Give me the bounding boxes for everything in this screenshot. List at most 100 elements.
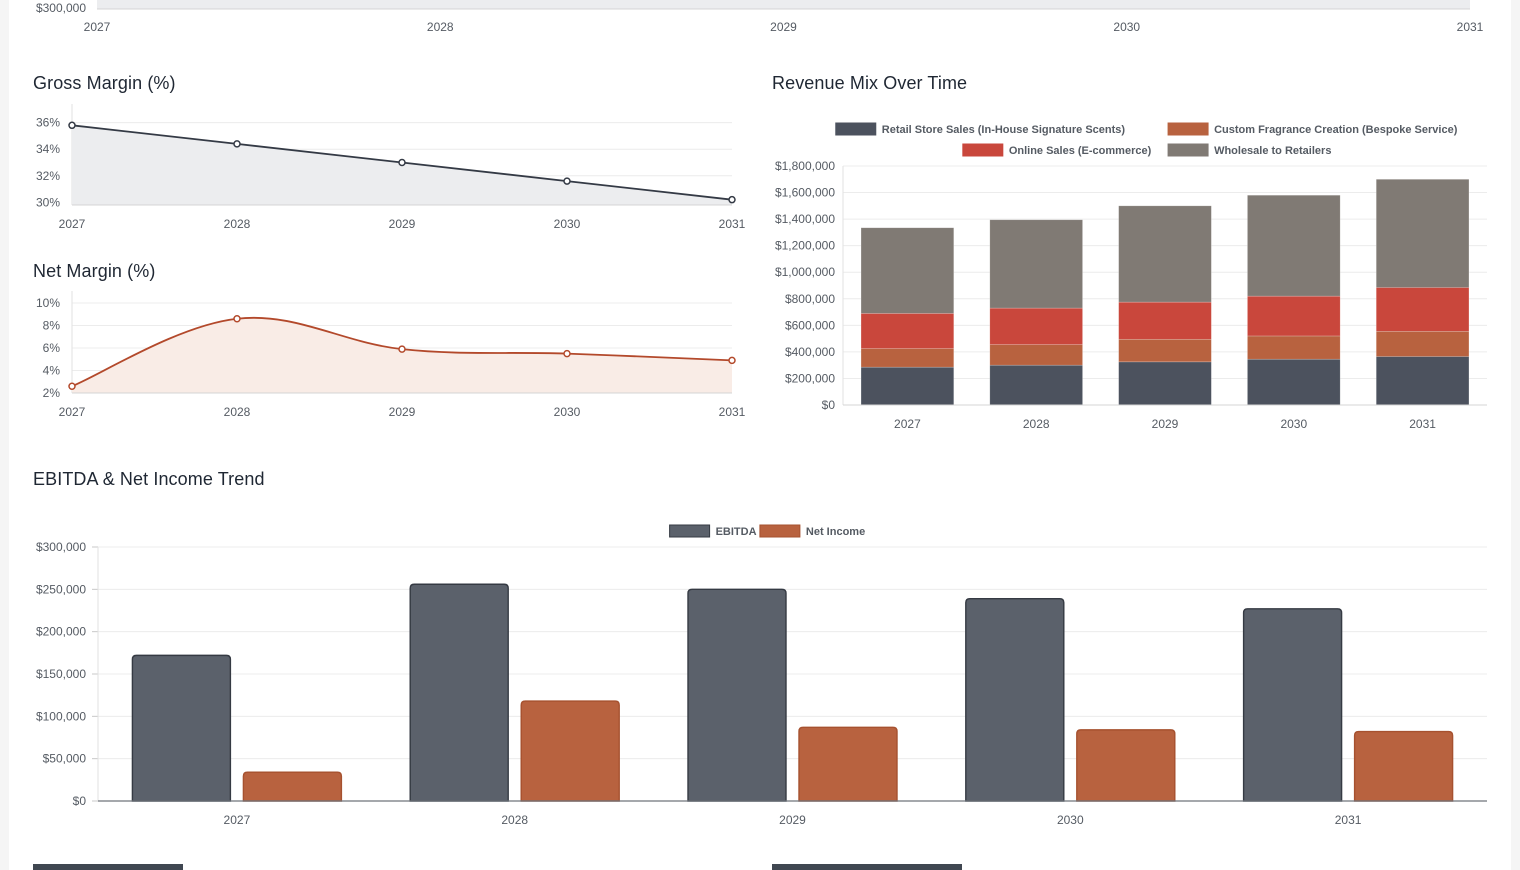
- revenue-mix-y-tick: $800,000: [785, 292, 835, 306]
- revenue-mix-legend-swatch: [1167, 122, 1209, 136]
- ebitda-legend-label: EBITDA: [716, 526, 757, 538]
- revenue-mix-bar-segment: [860, 366, 955, 406]
- revenue-mix-bar-segment: [989, 219, 1083, 309]
- revenue-mix-bar-segment: [1118, 205, 1212, 303]
- net-margin-area: [72, 317, 732, 393]
- net-income-bar: [1353, 730, 1454, 802]
- revenue-mix-y-tick: $0: [822, 398, 836, 412]
- net-margin-title: Net Margin (%): [33, 261, 156, 281]
- net-income-bar: [242, 771, 343, 802]
- revenue-mix-x-tick: 2031: [1409, 417, 1436, 431]
- gross-margin-point: [233, 140, 241, 148]
- gross-margin-point: [398, 158, 406, 167]
- revenue-mix-x-tick: 2029: [1152, 417, 1179, 431]
- ebitda-bar: [965, 597, 1065, 802]
- net-income-bar: [798, 726, 898, 802]
- revenue-mix-x-tick: 2030: [1280, 417, 1307, 431]
- net-margin-y-tick: 2%: [43, 386, 61, 400]
- gross-margin-x-tick: 2031: [719, 217, 746, 231]
- ebitda-x-tick: 2031: [1335, 813, 1362, 827]
- ebitda-y-tick: $100,000: [36, 709, 86, 723]
- top-chart-x-tick: 2028: [427, 20, 454, 34]
- ebitda-net-income-chart: $0 $50,000 $100,000 $150,000 $200,000 $250,00…: [36, 524, 1487, 827]
- net-margin-x-tick: 2028: [224, 405, 251, 419]
- revenue-mix-y-tick: $1,800,000: [775, 159, 835, 173]
- ebitda-y-tick: $300,000: [36, 540, 86, 554]
- revenue-mix-legend-swatch: [962, 143, 1004, 157]
- gross-margin-y-tick: 36%: [36, 116, 60, 130]
- top-chart-x-tick: 2027: [84, 20, 111, 34]
- net-margin-point: [233, 315, 241, 323]
- revenue-mix-legend-swatch: [1167, 143, 1209, 157]
- net-margin-y-tick: 10%: [36, 296, 60, 310]
- gross-margin-chart: 30% 32% 34% 36% 2027 2028 2029 2030 2031: [36, 104, 746, 231]
- ebitda-y-tick: $200,000: [36, 625, 86, 639]
- ebitda-bar: [687, 588, 787, 802]
- revenue-mix-y-tick: $1,600,000: [775, 186, 835, 200]
- top-chart-x-tick: 2031: [1457, 20, 1484, 34]
- dashboard-panel: $300,000 2027 2028 2029 2030 2031 Gross Marg…: [9, 0, 1511, 870]
- net-margin-chart: 2% 4% 6% 8% 10% 2027 2028 2029 2030 2031: [36, 291, 746, 419]
- revenue-mix-bar-segment: [989, 307, 1083, 345]
- revenue-mix-bar-segment: [1118, 301, 1212, 340]
- net-income-bar: [1076, 729, 1176, 802]
- net-margin-point: [728, 356, 736, 365]
- revenue-mix-x-tick: 2027: [894, 417, 921, 431]
- revenue-mix-bar-segment: [1375, 331, 1470, 357]
- revenue-mix-y-tick: $600,000: [785, 318, 835, 332]
- revenue-mix-legend-label: Online Sales (E-commerce): [1009, 145, 1152, 157]
- gross-margin-y-tick: 34%: [36, 142, 60, 156]
- revenue-mix-bar-segment: [860, 313, 955, 349]
- ebitda-bar: [131, 654, 232, 802]
- gross-margin-point: [728, 195, 736, 204]
- gross-margin-x-tick: 2029: [389, 217, 416, 231]
- ebitda-y-tick: $150,000: [36, 667, 86, 681]
- revenue-mix-legend-swatch: [835, 122, 877, 136]
- ebitda-legend-label: Net Income: [806, 526, 865, 538]
- net-margin-y-tick: 6%: [43, 341, 61, 355]
- gross-margin-title: Gross Margin (%): [33, 73, 176, 93]
- revenue-mix-bar-segment: [1375, 356, 1470, 406]
- revenue-mix-title: Revenue Mix Over Time: [772, 73, 968, 93]
- ebitda-legend-swatch: [669, 524, 711, 538]
- ebitda-y-tick: $0: [73, 794, 87, 808]
- net-margin-y-tick: 4%: [43, 364, 61, 378]
- next-section-title-right: [772, 864, 972, 870]
- net-margin-x-tick: 2029: [389, 405, 416, 419]
- top-chart-x-tick: 2029: [770, 20, 797, 34]
- revenue-mix-bar-segment: [989, 364, 1083, 406]
- ebitda-x-tick: 2030: [1057, 813, 1084, 827]
- revenue-mix-legend-label: Wholesale to Retailers: [1214, 145, 1331, 157]
- revenue-mix-bar-segment: [1118, 361, 1212, 406]
- top-chart-x-tick: 2030: [1113, 20, 1140, 34]
- top-chart-y-tick: $300,000: [36, 1, 86, 15]
- gross-margin-y-tick: 32%: [36, 169, 60, 183]
- net-margin-point: [563, 349, 571, 358]
- net-margin-point: [68, 382, 76, 390]
- ebitda-bar: [1242, 608, 1343, 802]
- next-section-title-left: [33, 864, 193, 870]
- revenue-mix-legend-label: Custom Fragrance Creation (Bespoke Servi…: [1214, 124, 1458, 136]
- gross-margin-y-tick: 30%: [36, 195, 60, 209]
- ebitda-x-tick: 2029: [779, 813, 806, 827]
- revenue-mix-bar-segment: [1247, 194, 1341, 297]
- ebitda-legend-swatch: [759, 524, 801, 538]
- revenue-mix-y-tick: $1,200,000: [775, 239, 835, 253]
- top-chart-remnant: $300,000 2027 2028 2029 2030 2031: [36, 0, 1484, 34]
- ebitda-title: EBITDA & Net Income Trend: [33, 469, 265, 489]
- revenue-mix-bar-segment: [1247, 358, 1341, 406]
- ebitda-y-tick: $250,000: [36, 582, 86, 596]
- revenue-mix-chart: $0 $200,000 $400,000 $600,000 $800,000 $1,000…: [775, 122, 1487, 431]
- net-income-bar: [520, 700, 620, 802]
- revenue-mix-y-tick: $1,400,000: [775, 212, 835, 226]
- ebitda-x-tick: 2027: [224, 813, 251, 827]
- revenue-mix-y-tick: $400,000: [785, 345, 835, 359]
- revenue-mix-y-tick: $1,000,000: [775, 265, 835, 279]
- revenue-mix-bar-segment: [1375, 287, 1470, 332]
- revenue-mix-legend-label: Retail Store Sales (In-House Signature S…: [882, 124, 1126, 136]
- ebitda-bar: [409, 583, 509, 802]
- revenue-mix-y-tick: $200,000: [785, 371, 835, 385]
- gross-margin-x-tick: 2028: [224, 217, 251, 231]
- revenue-mix-x-tick: 2028: [1023, 417, 1050, 431]
- revenue-mix-bar-segment: [860, 227, 955, 314]
